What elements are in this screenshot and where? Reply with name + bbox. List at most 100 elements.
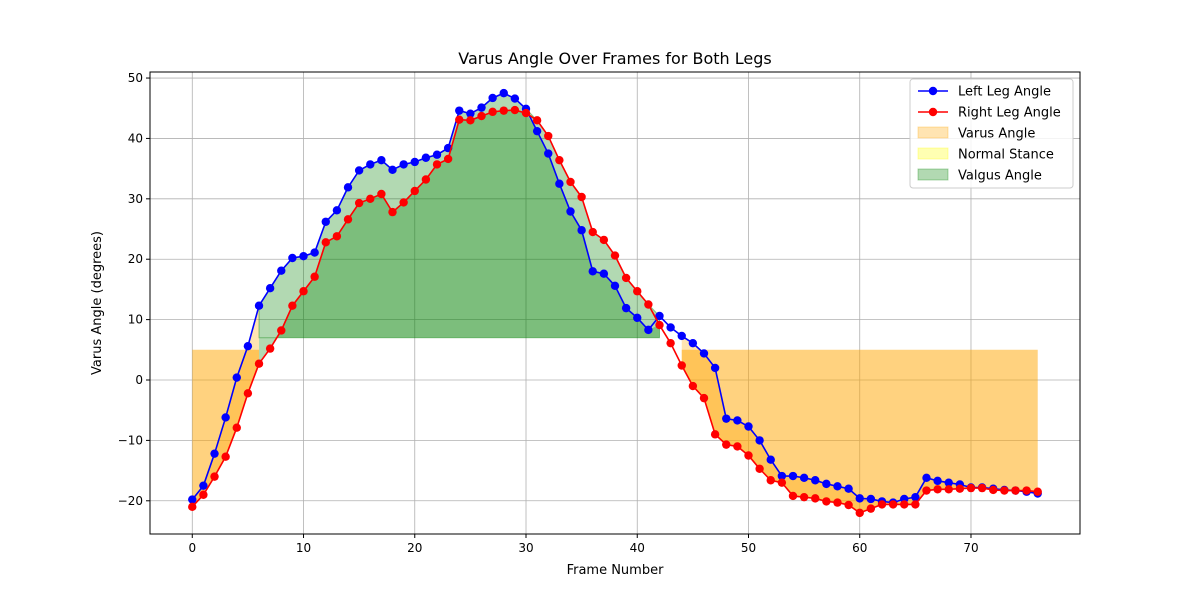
- valgus-inner-area: [259, 110, 660, 364]
- data-point: [599, 269, 609, 278]
- data-point: [610, 251, 620, 260]
- data-point: [666, 338, 675, 348]
- data-point: [388, 207, 397, 217]
- data-point: [777, 478, 787, 487]
- data-point: [265, 344, 275, 353]
- data-point: [332, 206, 342, 215]
- data-point: [499, 106, 508, 115]
- data-point: [722, 440, 731, 449]
- legend-patch-swatch: [917, 168, 949, 181]
- data-point: [655, 311, 664, 321]
- data-point: [811, 494, 820, 503]
- data-point: [833, 482, 842, 491]
- data-point: [432, 150, 442, 159]
- y-tick-label: 30: [128, 192, 143, 206]
- data-point: [299, 287, 308, 296]
- data-point: [710, 363, 720, 373]
- varus-fill-area: [681, 349, 1038, 513]
- legend-label: Right Leg Angle: [958, 106, 1061, 121]
- data-point: [432, 160, 442, 169]
- data-point: [866, 494, 876, 504]
- data-point: [844, 500, 853, 510]
- data-point: [777, 471, 787, 481]
- data-point: [566, 177, 575, 187]
- data-point: [733, 416, 742, 425]
- data-point: [555, 155, 564, 165]
- y-tick-label: 50: [128, 71, 143, 85]
- data-point: [922, 473, 931, 483]
- data-point: [199, 490, 208, 499]
- data-point: [265, 284, 275, 293]
- legend-label: Varus Angle: [958, 127, 1035, 142]
- data-point: [188, 495, 197, 504]
- data-point: [833, 498, 842, 507]
- data-point: [755, 436, 764, 445]
- data-point: [900, 500, 909, 509]
- data-point: [944, 485, 953, 494]
- data-point: [354, 166, 364, 175]
- axis-ticks: 0 10 20 30 40 50 60 70 −20 −10 0 10 20 30 40 50: [118, 71, 979, 555]
- data-point: [477, 111, 486, 121]
- data-point: [610, 281, 620, 290]
- chart-title: Varus Angle Over Frames for Both Legs: [458, 49, 771, 68]
- data-point: [466, 116, 475, 125]
- data-point: [722, 414, 731, 423]
- data-point: [499, 88, 508, 98]
- data-point: [399, 160, 408, 169]
- data-point: [933, 485, 942, 494]
- data-point: [232, 423, 241, 432]
- data-point: [532, 126, 542, 136]
- data-point: [588, 227, 597, 237]
- data-point: [310, 248, 319, 257]
- data-point: [688, 338, 698, 348]
- data-point: [644, 300, 653, 309]
- data-point: [210, 472, 219, 481]
- data-point: [621, 273, 631, 283]
- data-point: [644, 325, 653, 335]
- y-tick-label: 10: [128, 313, 143, 327]
- data-point: [599, 235, 609, 245]
- data-point: [366, 194, 375, 204]
- data-point: [555, 179, 564, 188]
- data-point: [521, 108, 531, 118]
- legend-label: Valgus Angle: [958, 169, 1042, 184]
- data-point: [399, 198, 408, 207]
- data-point: [933, 476, 942, 486]
- varus-band-area: [681, 335, 1038, 513]
- data-point: [199, 481, 208, 490]
- data-point: [744, 422, 753, 431]
- data-point: [288, 301, 297, 310]
- data-point: [733, 442, 742, 451]
- data-point: [911, 500, 920, 509]
- y-axis-label: Varus Angle (degrees): [90, 231, 105, 375]
- data-point: [944, 478, 953, 487]
- data-point: [822, 479, 831, 489]
- data-point: [655, 320, 664, 330]
- data-point: [455, 106, 464, 115]
- data-point: [588, 267, 597, 276]
- data-point: [966, 483, 976, 493]
- y-tick-label: 20: [128, 252, 143, 266]
- x-axis-label: Frame Number: [567, 563, 665, 578]
- data-point: [254, 301, 264, 310]
- data-point: [232, 373, 241, 382]
- data-point: [822, 497, 831, 506]
- data-point: [377, 189, 386, 199]
- data-point: [421, 153, 431, 162]
- data-point: [343, 183, 353, 192]
- data-point: [755, 464, 764, 473]
- y-tick-label: −20: [118, 494, 143, 508]
- data-point: [310, 272, 319, 281]
- data-point: [388, 165, 397, 175]
- data-point: [633, 313, 642, 322]
- x-tick-label: 60: [852, 541, 867, 555]
- data-point: [989, 485, 998, 495]
- data-point: [799, 473, 809, 483]
- x-tick-label: 0: [188, 541, 196, 555]
- data-point: [566, 207, 575, 216]
- data-point: [1011, 486, 1020, 495]
- data-point: [410, 157, 419, 167]
- legend-patch-swatch: [917, 126, 949, 139]
- data-point: [366, 160, 375, 169]
